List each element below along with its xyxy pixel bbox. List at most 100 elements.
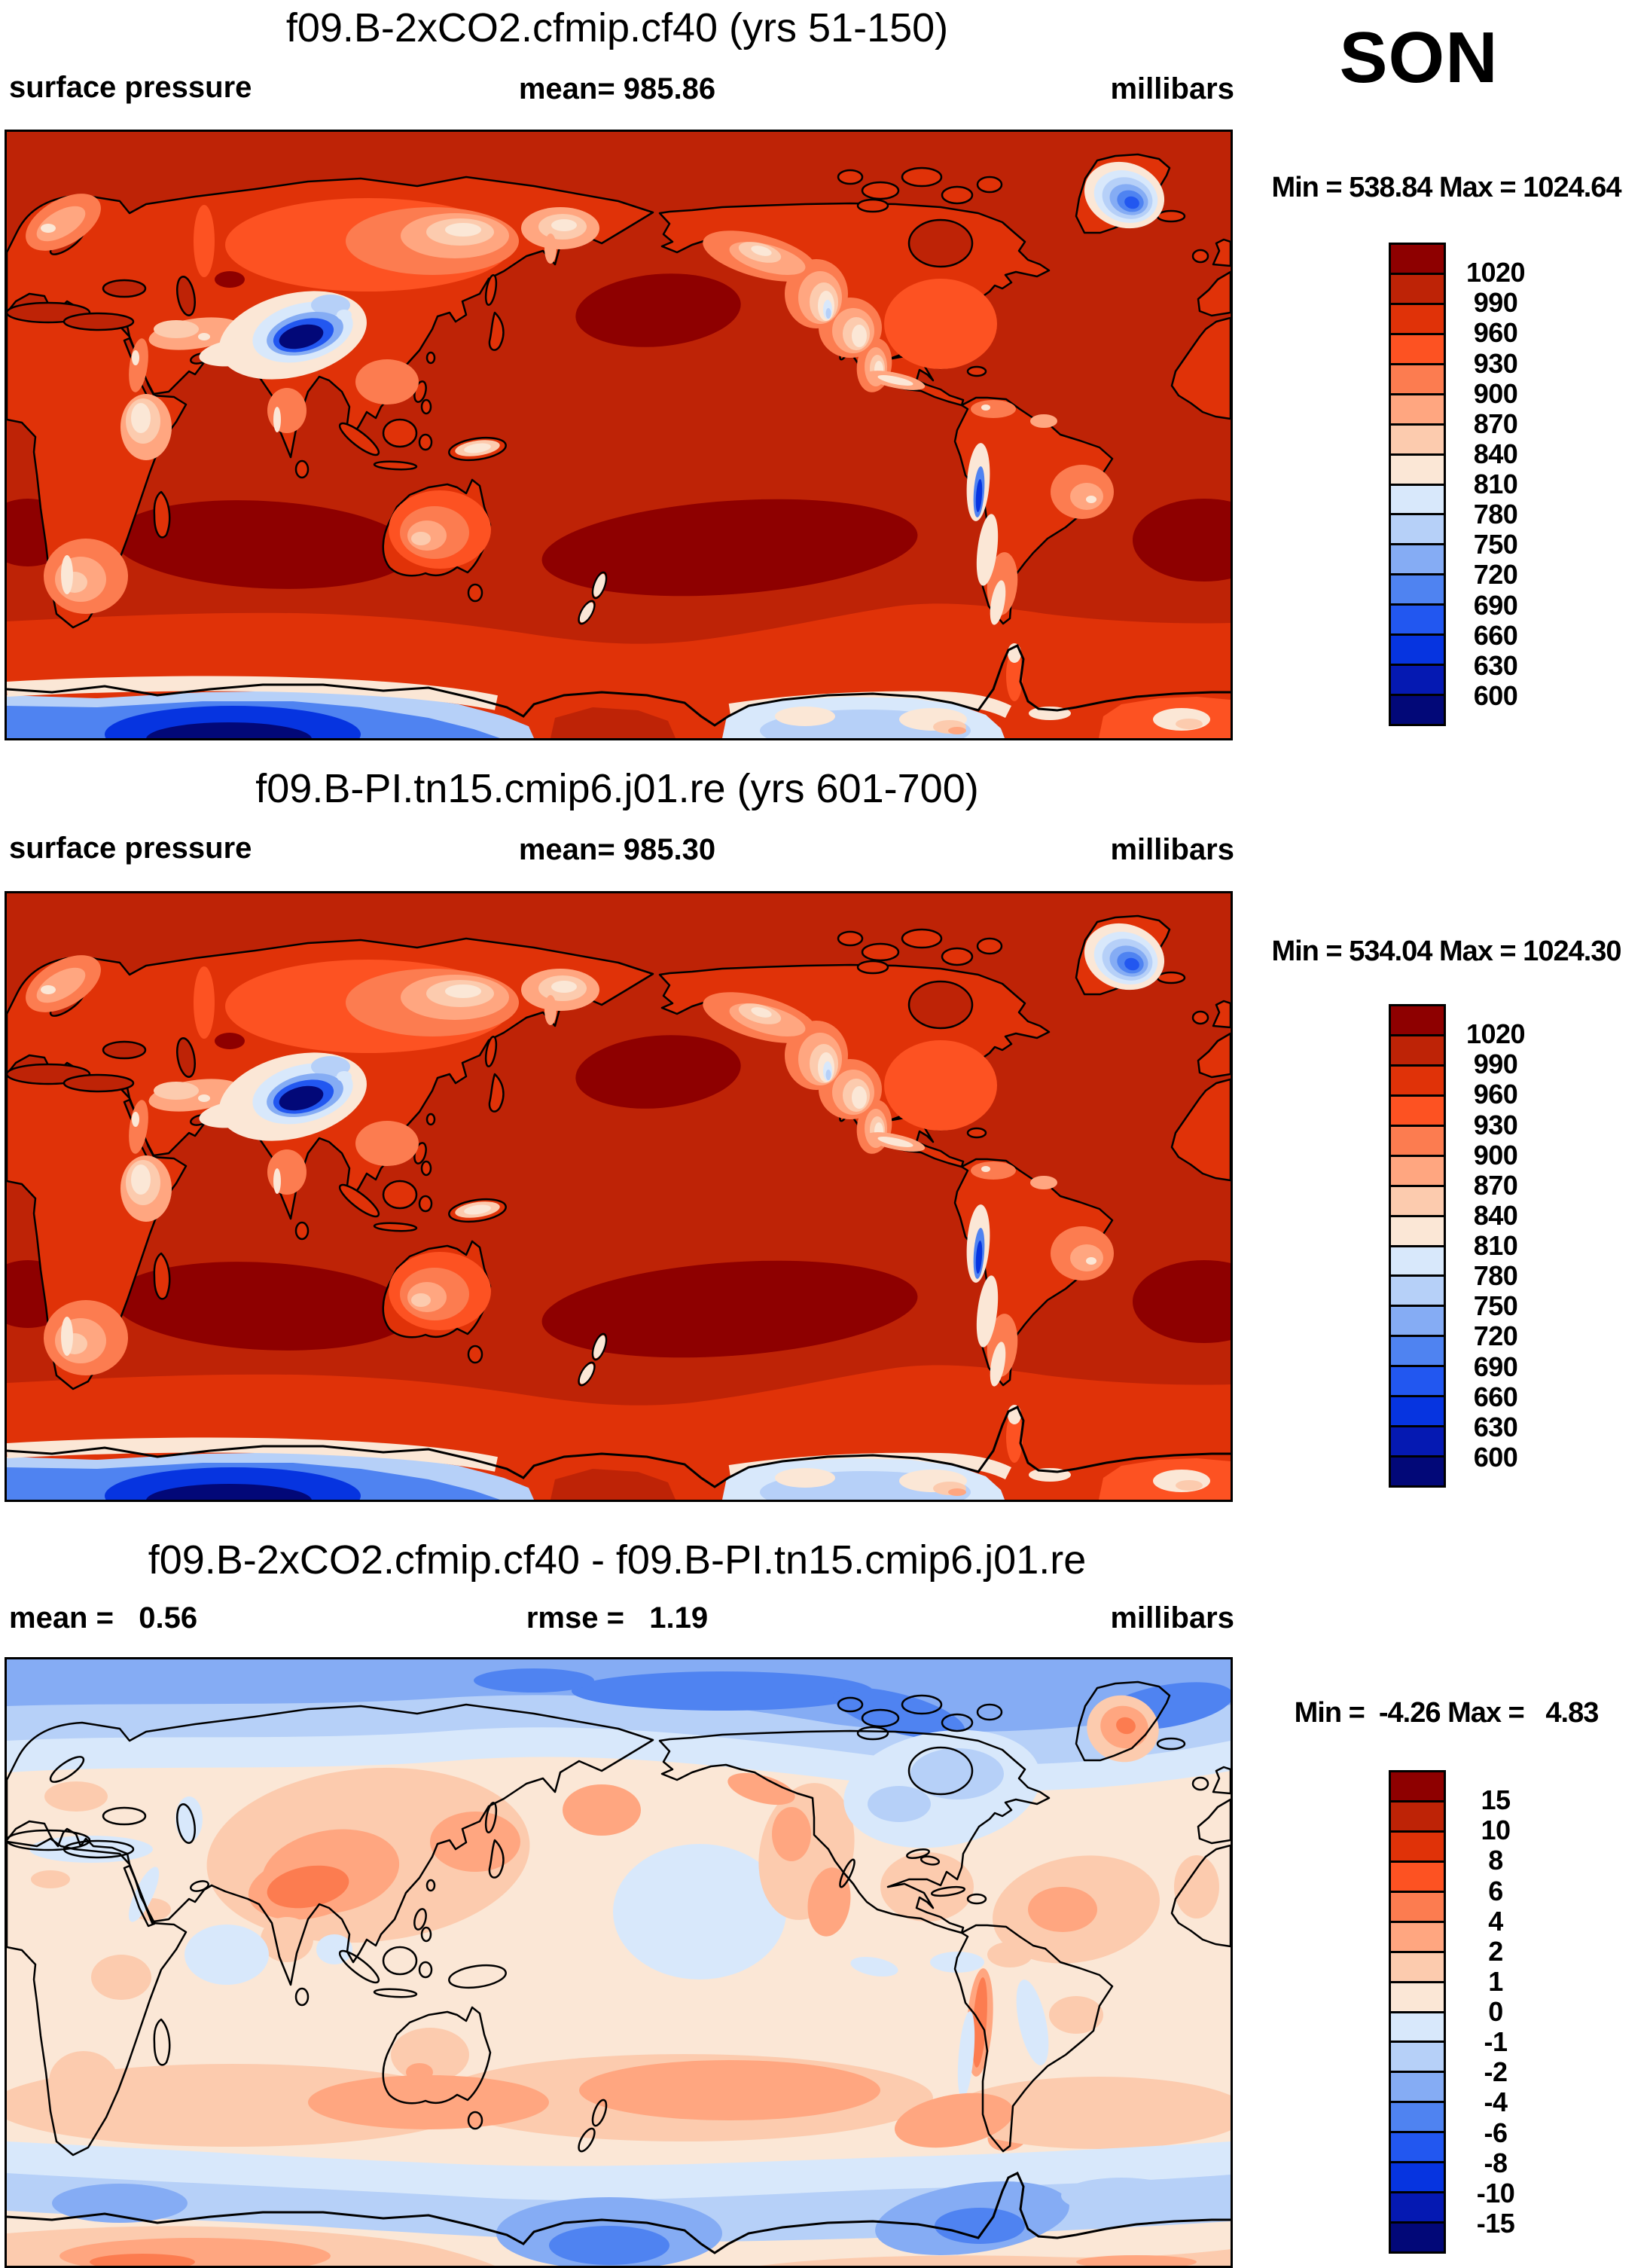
colorbar-tick-label: 930 xyxy=(1473,347,1518,379)
colorbar-tick-label: 810 xyxy=(1473,469,1518,499)
panel1-mean-label: mean= 985.86 xyxy=(518,72,716,105)
colorbar-tick-label: 4 xyxy=(1488,1905,1503,1937)
panel2-colorbar-ticks: 1020 990 960 930 900 870 840 810 780 750 720 690 660… xyxy=(1450,1004,1541,1488)
colorbar-tick-label: -1 xyxy=(1484,2026,1508,2058)
colorbar-tick-label: 810 xyxy=(1473,1230,1518,1261)
colorbar-tick-label: 0 xyxy=(1488,1996,1503,2027)
panel2-units-label: millibars xyxy=(1110,833,1234,866)
colorbar-tick-label: 690 xyxy=(1473,589,1518,621)
colorbar-box xyxy=(1391,1214,1444,1245)
colorbar-box xyxy=(1391,1305,1444,1335)
colorbar-box xyxy=(1391,2041,1444,2071)
panel2-field-label: surface pressure xyxy=(9,832,252,865)
colorbar-tick-label: 930 xyxy=(1473,1109,1518,1140)
pressure-map-case2 xyxy=(7,893,1231,1500)
colorbar-tick-label: 780 xyxy=(1473,1260,1518,1292)
colorbar-box xyxy=(1391,1274,1444,1305)
colorbar-tick-label: 900 xyxy=(1473,377,1518,409)
colorbar-box xyxy=(1391,694,1444,724)
colorbar-tick-label: 870 xyxy=(1473,1169,1518,1201)
colorbar-box xyxy=(1391,1799,1444,1830)
colorbar-box xyxy=(1391,1094,1444,1125)
colorbar-box xyxy=(1391,1455,1444,1485)
colorbar-box xyxy=(1391,272,1444,303)
colorbar-box xyxy=(1391,1890,1444,1921)
colorbar-box xyxy=(1391,362,1444,393)
colorbar-box xyxy=(1391,1184,1444,1215)
colorbar-box xyxy=(1391,1425,1444,1456)
colorbar-tick-label: 900 xyxy=(1473,1139,1518,1171)
colorbar-tick-label: 8 xyxy=(1488,1845,1503,1876)
colorbar-tick-label: -2 xyxy=(1484,2056,1508,2088)
colorbar-tick-label: -15 xyxy=(1476,2207,1515,2239)
colorbar-box xyxy=(1391,603,1444,634)
colorbar-tick-label: 600 xyxy=(1473,1441,1518,1473)
colorbar-box xyxy=(1391,2010,1444,2041)
colorbar-tick-label: 690 xyxy=(1473,1351,1518,1382)
colorbar-tick-label: 840 xyxy=(1473,438,1518,469)
colorbar-box xyxy=(1391,423,1444,453)
pressure-difference-map xyxy=(7,1659,1231,2266)
colorbar-tick-label: 870 xyxy=(1473,408,1518,439)
colorbar-box xyxy=(1391,664,1444,694)
panel3-colorbar-ticks: 15 10 8 6 4 2 1 0 -1 -2 -4 -6 -8 -10 -15 xyxy=(1450,1770,1541,2254)
colorbar-tick-label: -10 xyxy=(1476,2177,1515,2208)
colorbar-tick-label: 660 xyxy=(1473,1381,1518,1412)
colorbar-box xyxy=(1391,245,1444,273)
colorbar-box xyxy=(1391,453,1444,484)
colorbar-tick-label: 1020 xyxy=(1465,1018,1526,1050)
panel3-units-label: millibars xyxy=(1110,1601,1234,1635)
colorbar-tick-label: 2 xyxy=(1488,1935,1503,1967)
colorbar-tick-label: 15 xyxy=(1481,1784,1511,1816)
panel3-title: f09.B-2xCO2.cfmip.cf40 - f09.B-PI.tn15.c… xyxy=(148,1537,1087,1583)
colorbar-box xyxy=(1391,2071,1444,2102)
colorbar-box xyxy=(1391,2101,1444,2132)
panel1-units-label: millibars xyxy=(1110,72,1234,105)
colorbar-box xyxy=(1391,543,1444,574)
colorbar-tick-label: 630 xyxy=(1473,649,1518,681)
colorbar-box xyxy=(1391,1830,1444,1860)
panel2-mean-label: mean= 985.30 xyxy=(518,833,716,866)
colorbar-box xyxy=(1391,1980,1444,2011)
colorbar-tick-label: 960 xyxy=(1473,317,1518,349)
colorbar-tick-label: -8 xyxy=(1484,2147,1508,2178)
panel3-rmse-label: rmse = 1.19 xyxy=(526,1601,709,1635)
pressure-map-case1 xyxy=(7,132,1231,738)
panel1-minmax-label: Min = 538.84 Max = 1024.64 xyxy=(1271,172,1621,203)
colorbar-tick-label: 750 xyxy=(1473,1290,1518,1322)
colorbar-box xyxy=(1391,1920,1444,1951)
colorbar-tick-label: -6 xyxy=(1484,2117,1508,2148)
colorbar-box xyxy=(1391,1365,1444,1396)
colorbar-box xyxy=(1391,1124,1444,1155)
colorbar-box xyxy=(1391,1154,1444,1185)
colorbar-tick-label: 10 xyxy=(1481,1815,1511,1846)
colorbar-tick-label: 1020 xyxy=(1465,257,1526,288)
colorbar-tick-label: 840 xyxy=(1473,1199,1518,1231)
panel1-map xyxy=(5,130,1233,740)
colorbar-box xyxy=(1391,1244,1444,1275)
season-label: SON xyxy=(1339,17,1499,98)
colorbar-box xyxy=(1391,513,1444,544)
panel3-map xyxy=(5,1657,1233,2268)
colorbar-tick-label: 990 xyxy=(1473,1049,1518,1080)
colorbar-box xyxy=(1391,1950,1444,1981)
colorbar-tick-label: 750 xyxy=(1473,529,1518,560)
colorbar-tick-label: -4 xyxy=(1484,2086,1508,2118)
panel2-colorbar xyxy=(1389,1004,1446,1488)
colorbar-box xyxy=(1391,483,1444,514)
colorbar-tick-label: 780 xyxy=(1473,499,1518,530)
colorbar-box xyxy=(1391,2221,1444,2251)
colorbar-box xyxy=(1391,1772,1444,1800)
panel3-colorbar xyxy=(1389,1770,1446,2254)
colorbar-box xyxy=(1391,633,1444,664)
colorbar-box xyxy=(1391,1033,1444,1064)
colorbar-tick-label: 660 xyxy=(1473,619,1518,651)
panel2-title: f09.B-PI.tn15.cmip6.j01.re (yrs 601-700) xyxy=(255,766,979,811)
colorbar-box xyxy=(1391,1395,1444,1426)
colorbar-tick-label: 600 xyxy=(1473,679,1518,711)
colorbar-box xyxy=(1391,1335,1444,1366)
colorbar-tick-label: 720 xyxy=(1473,1320,1518,1352)
panel2-minmax-label: Min = 534.04 Max = 1024.30 xyxy=(1271,936,1621,967)
colorbar-tick-label: 1 xyxy=(1488,1965,1503,1997)
